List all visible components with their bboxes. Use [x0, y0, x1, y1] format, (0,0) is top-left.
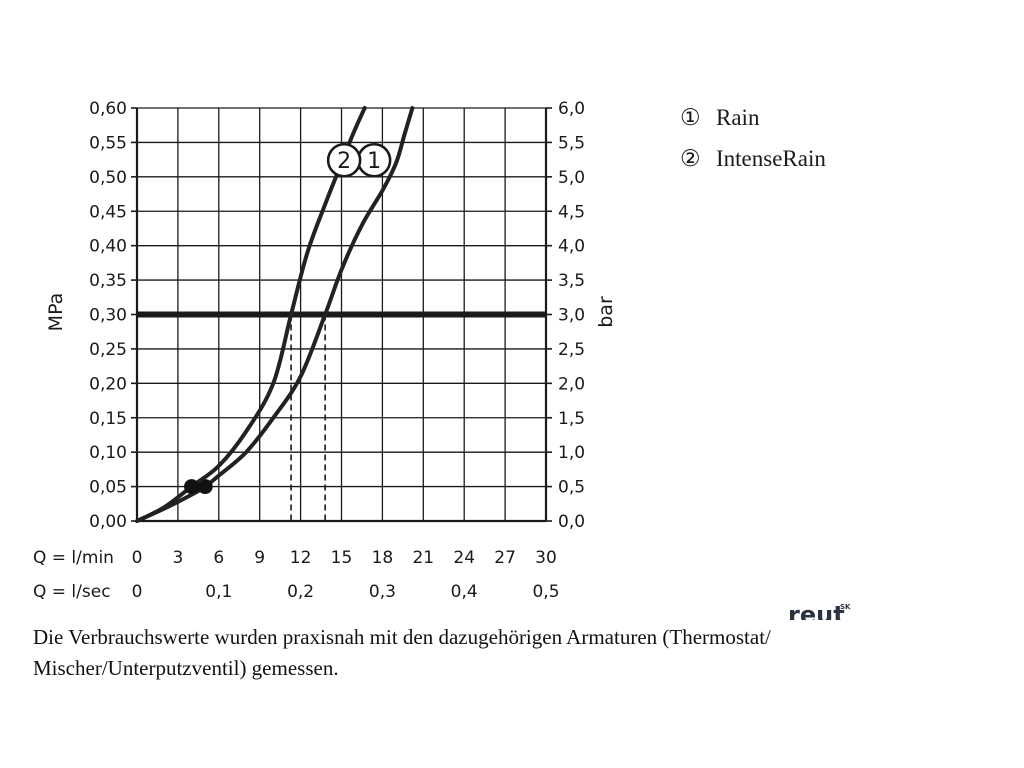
x-tick-label-lmin: 21: [412, 548, 434, 568]
y-tick-label-left: 0,10: [89, 443, 127, 463]
y-tick-label-right: 1,0: [558, 443, 585, 463]
y-tick-label-left: 0,55: [89, 133, 127, 153]
footnote-line-1: Die Verbrauchswerte wurden praxisnah mit…: [33, 625, 771, 649]
series-marker-label-intenserain: 2: [337, 149, 351, 174]
y-tick-label-right: 0,0: [558, 512, 585, 532]
x-tick-label-lmin: 27: [494, 548, 516, 568]
y-tick-label-right: 4,0: [558, 237, 585, 257]
legend-label-rain: Rain: [716, 105, 760, 130]
y-tick-label-right: 5,5: [558, 133, 585, 153]
x-tick-label-lsec: 0: [132, 582, 143, 602]
y-tick-label-left: 0,35: [89, 271, 127, 291]
x-tick-label-lmin: 18: [372, 548, 394, 568]
footnote-line-2: Mischer/Unterputzventil) gemessen.: [33, 656, 339, 680]
x-tick-label-lmin: 30: [535, 548, 557, 568]
series-marker-circle-intenserain: [326, 142, 362, 178]
x-tick-label-lmin: 0: [132, 548, 143, 568]
x-tick-label-lsec: 0,5: [532, 582, 559, 602]
y-tick-label-right: 3,5: [558, 271, 585, 291]
y-axis-label-left: MPa: [45, 293, 67, 332]
y-tick-label-right: 4,5: [558, 202, 585, 222]
y-tick-label-left: 0,30: [89, 306, 127, 326]
y-tick-label-right: 2,5: [558, 340, 585, 360]
x-axis-prefix-lsec: Q = l/sec: [33, 582, 111, 602]
y-tick-label-left: 0,45: [89, 202, 127, 222]
legend-symbol-1: ①: [680, 105, 701, 130]
logo-superscript: SK: [840, 603, 851, 611]
legend-label-intenserain: IntenseRain: [716, 146, 826, 171]
y-tick-label-right: 2,0: [558, 374, 585, 394]
x-tick-label-lmin: 3: [172, 548, 183, 568]
series-dot-intenserain: [184, 479, 200, 495]
y-tick-label-left: 0,25: [89, 340, 127, 360]
y-tick-label-right: 6,0: [558, 99, 585, 119]
y-tick-label-left: 0,50: [89, 168, 127, 188]
tick-labels-layer: 0,000,050,100,150,200,250,300,350,400,45…: [89, 99, 585, 602]
y-tick-label-left: 0,60: [89, 99, 127, 119]
flow-pressure-chart: 12 0,000,050,100,150,200,250,300,350,400…: [33, 99, 851, 620]
y-axis-label-right: bar: [595, 296, 617, 328]
series-marker-label-rain: 1: [367, 149, 381, 174]
x-tick-label-lsec: 0,2: [287, 582, 314, 602]
legend-symbol-2: ②: [680, 146, 701, 171]
x-tick-label-lmin: 12: [290, 548, 312, 568]
x-tick-label-lsec: 0,1: [205, 582, 232, 602]
series-dot-rain: [197, 479, 213, 495]
y-tick-label-left: 0,20: [89, 374, 127, 394]
x-tick-label-lmin: 15: [331, 548, 353, 568]
x-axis-prefix-lmin: Q = l/min: [33, 548, 114, 568]
y-tick-label-left: 0,00: [89, 512, 127, 532]
series-marker-intenserain: 2: [326, 142, 362, 178]
legend-item-intenserain: ② IntenseRain: [680, 146, 826, 171]
x-tick-label-lsec: 0,4: [451, 582, 478, 602]
brand-logo: reut SK: [788, 601, 851, 620]
x-tick-label-lmin: 24: [453, 548, 475, 568]
x-tick-label-lmin: 9: [254, 548, 265, 568]
legend-item-rain: ① Rain: [680, 105, 760, 130]
logo-text: reut: [788, 601, 845, 620]
y-tick-label-right: 5,0: [558, 168, 585, 188]
x-tick-label-lmin: 6: [213, 548, 224, 568]
y-tick-label-right: 1,5: [558, 409, 585, 429]
y-tick-label-right: 3,0: [558, 306, 585, 326]
footnote: Die Verbrauchswerte wurden praxisnah mit…: [33, 622, 933, 684]
y-tick-label-left: 0,40: [89, 237, 127, 257]
series-layer: 12: [135, 106, 415, 523]
y-tick-label-left: 0,15: [89, 409, 127, 429]
legend: ① Rain ② IntenseRain: [680, 105, 826, 171]
y-tick-label-right: 0,5: [558, 478, 585, 498]
y-tick-label-left: 0,05: [89, 478, 127, 498]
series-marker-rain: 1: [356, 142, 392, 178]
x-tick-label-lsec: 0,3: [369, 582, 396, 602]
